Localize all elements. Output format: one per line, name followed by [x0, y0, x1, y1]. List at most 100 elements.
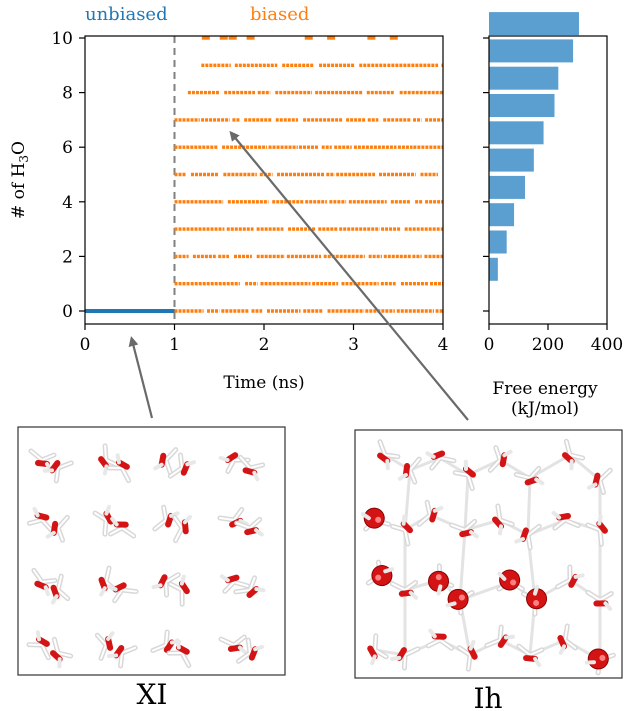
- biased-sparse-point: [228, 36, 237, 40]
- xi-water-molecule: [98, 443, 121, 476]
- xi-water-molecule: [45, 514, 70, 543]
- free-energy-bar: [489, 39, 574, 63]
- ih-bond: [408, 456, 442, 472]
- biased-sparse-point: [389, 36, 398, 40]
- bar-marks: [489, 12, 579, 281]
- ih-water-molecule: [584, 648, 616, 676]
- ih-water-molecule: [487, 445, 513, 473]
- free-energy-bar: [489, 148, 534, 172]
- y-tick-label: 8: [62, 84, 73, 104]
- ih-water-molecule: [496, 569, 525, 592]
- panel-ih-frame: [354, 429, 623, 679]
- biased-sparse-point: [327, 36, 336, 40]
- free-energy-bar: [489, 94, 555, 117]
- ih-water-molecule: [514, 523, 542, 551]
- bar-x-axis-label-line1: Free energy: [492, 379, 598, 399]
- ylabel-main: # of H: [9, 163, 29, 219]
- ih-water-molecule: [390, 646, 421, 671]
- panel-xi-frame: [17, 426, 286, 676]
- ih-water-molecule: [452, 459, 476, 492]
- ih-water-molecule: [428, 563, 455, 596]
- biased-sparse-point: [219, 36, 228, 40]
- free-energy-bar: [489, 203, 515, 227]
- arrow-to-biased: [229, 130, 469, 421]
- ih-water-molecule: [416, 499, 444, 527]
- ih-bond: [458, 528, 467, 602]
- free-energy-bar: [489, 175, 525, 199]
- ih-water-molecule: [367, 633, 389, 666]
- ih-water-molecule: [585, 589, 614, 611]
- free-energy-bar-chart: 0 200 400 Free energy (kJ/mol): [483, 12, 623, 419]
- x-tick-label: 4: [438, 335, 449, 355]
- ih-bond: [526, 476, 532, 537]
- bar-x-ticks: 0 200 400: [484, 324, 623, 355]
- xi-water-molecule: [151, 572, 181, 598]
- main-x-ticks: 0 1 2 3 4: [80, 324, 449, 355]
- y-tick-label: 2: [62, 247, 73, 267]
- ih-water-molecule: [557, 623, 578, 655]
- x-tick-label: 0: [80, 335, 91, 355]
- y-tick-label: 4: [62, 193, 73, 213]
- panel-ih-structure: [354, 429, 623, 679]
- xi-water-molecule: [235, 637, 264, 664]
- ih-water-molecule: [397, 456, 422, 485]
- xi-molecules: [26, 443, 266, 669]
- y-tick-label: 6: [62, 138, 73, 158]
- xi-water-molecule: [28, 448, 57, 472]
- xi-water-molecule: [106, 453, 132, 484]
- bar-x-tick-label: 0: [484, 335, 495, 355]
- main-y-axis-label: # of H3O: [9, 141, 31, 219]
- xi-water-molecule: [219, 574, 251, 594]
- main-x-axis-label: Time (ns): [223, 373, 304, 393]
- xi-water-molecule: [26, 506, 55, 533]
- ih-water-molecule: [449, 518, 479, 539]
- ih-water-molecule: [551, 510, 581, 531]
- ih-water-molecule: [521, 584, 548, 617]
- xi-water-molecule: [26, 630, 51, 661]
- ih-water-molecule: [360, 507, 392, 532]
- ih-water-molecule: [425, 450, 457, 471]
- ih-water-molecule: [390, 514, 413, 547]
- xi-water-molecule: [166, 638, 192, 668]
- biased-sparse-point: [201, 36, 210, 40]
- bar-x-tick-label: 400: [591, 335, 623, 355]
- y-tick-label: 0: [62, 302, 73, 322]
- bar-y-ticks: [483, 37, 489, 312]
- ylabel-tail: O: [9, 141, 29, 155]
- biased-sparse-point: [367, 36, 376, 40]
- ih-molecules: [360, 438, 616, 676]
- biased-sparse-point: [304, 36, 313, 40]
- main-y-ticks: 0 2 4 6 8 10: [51, 29, 85, 322]
- ih-water-molecule: [456, 640, 478, 672]
- ih-water-molecule: [555, 564, 585, 590]
- x-tick-label: 1: [169, 335, 180, 355]
- ih-water-molecule: [562, 438, 586, 471]
- free-energy-bar: [489, 257, 498, 281]
- free-energy-bar: [489, 230, 507, 254]
- xi-water-molecule: [50, 573, 71, 605]
- ylabel-sub: 3: [17, 155, 31, 163]
- ih-water-molecule: [492, 503, 515, 536]
- unbiased-label: unbiased: [85, 4, 168, 25]
- bar-x-axis-label-line2: (kJ/mol): [511, 399, 579, 419]
- xi-water-molecule: [238, 454, 266, 482]
- ih-water-molecule: [377, 439, 401, 471]
- xi-water-molecule: [94, 631, 115, 661]
- ih-water-molecule: [365, 559, 395, 587]
- ih-water-molecule: [425, 628, 455, 651]
- xi-water-molecule: [152, 504, 180, 532]
- main-frame: [84, 35, 444, 325]
- xi-water-molecule: [31, 567, 58, 597]
- xi-water-molecule: [167, 574, 190, 607]
- free-energy-bar: [489, 121, 544, 145]
- main-marks: [85, 36, 443, 324]
- ih-water-molecule: [513, 465, 545, 486]
- xi-water-molecule: [167, 452, 197, 479]
- panel-xi-structure: [17, 426, 286, 676]
- xi-water-molecule: [107, 516, 137, 539]
- free-energy-bar: [489, 66, 559, 90]
- ih-water-molecule: [445, 588, 475, 616]
- xi-water-molecule: [50, 636, 74, 669]
